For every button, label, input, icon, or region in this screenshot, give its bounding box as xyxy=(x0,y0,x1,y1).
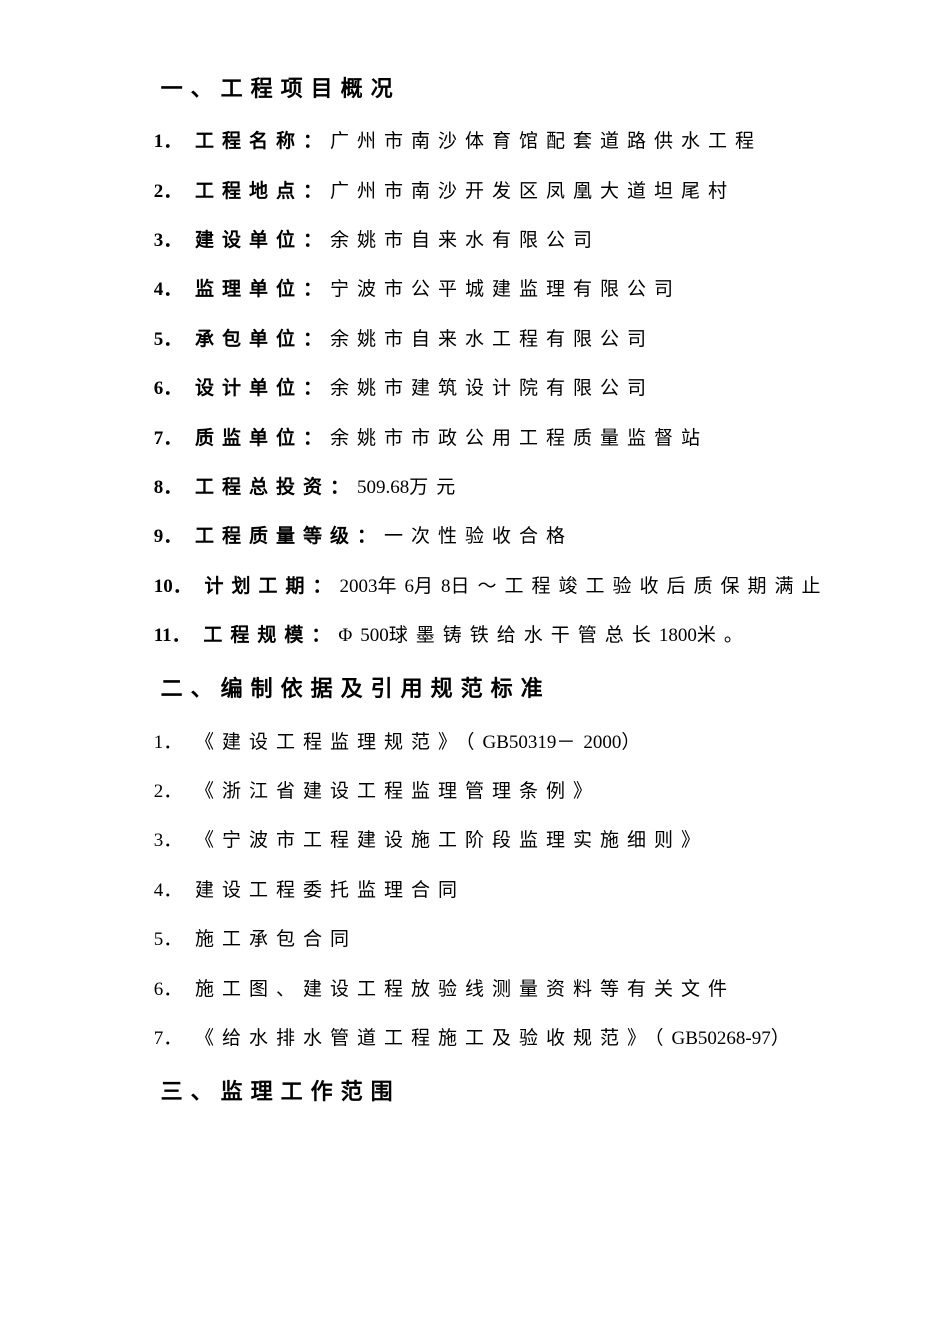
item-text: 年 xyxy=(377,576,404,597)
ref-item-3: 3． 《宁波市工程建设施工阶段监理实施细则》 xyxy=(110,816,840,865)
item-number: 7． xyxy=(154,428,183,449)
item-num: 2003 xyxy=(339,576,377,597)
ref-item-7: 7． 《给水排水管道工程施工及验收规范》（GB50268-97） xyxy=(110,1014,840,1063)
item-num: 500 xyxy=(360,625,389,646)
item-text: ） xyxy=(621,732,648,753)
item-1: 1． 工程名称：广州市南沙体育馆配套道路供水工程 xyxy=(110,117,840,166)
item-text: 施工图、建设工程放验线测量资料等有关文件 xyxy=(195,979,735,1000)
item-num: 509.68 xyxy=(357,477,409,498)
item-text: 球墨铸铁给水干管总长 xyxy=(389,625,659,646)
item-label: 工程规模： xyxy=(203,625,338,646)
item-label: 设计单位： xyxy=(195,378,330,399)
item-label: 工程地点： xyxy=(195,181,330,202)
item-label: 工程名称： xyxy=(195,131,330,152)
item-label: 承包单位： xyxy=(195,329,330,350)
item-5: 5． 承包单位：余姚市自来水工程有限公司 xyxy=(110,315,840,364)
section-1-heading: 一、工程项目概况 xyxy=(110,60,840,117)
item-number: 7． xyxy=(154,1028,183,1049)
item-8: 8． 工程总投资：509.68万元 xyxy=(110,463,840,512)
item-value: 一次性验收合格 xyxy=(384,526,573,547)
item-text: ） xyxy=(771,1028,798,1049)
section-2-heading: 二、编制依据及引用规范标准 xyxy=(110,660,840,717)
item-value: 宁波市公平城建监理有限公司 xyxy=(330,279,681,300)
item-text: 《宁波市工程建设施工阶段监理实施细则》 xyxy=(195,830,708,851)
item-label: 建设单位： xyxy=(195,230,330,251)
item-value: 万元 xyxy=(409,477,463,498)
item-number: 5． xyxy=(154,929,183,950)
item-value: 广州市南沙体育馆配套道路供水工程 xyxy=(330,131,762,152)
item-value: 余姚市自来水工程有限公司 xyxy=(330,329,654,350)
item-label: 监理单位： xyxy=(195,279,330,300)
item-text: 《建设工程监理规范》（ xyxy=(195,732,483,753)
item-number: 5． xyxy=(154,329,183,350)
item-2: 2． 工程地点：广州市南沙开发区凤凰大道坦尾村 xyxy=(110,167,840,216)
item-number: 9． xyxy=(154,526,183,547)
item-number: 2． xyxy=(154,781,183,802)
item-text: 施工承包合同 xyxy=(195,929,357,950)
item-11: 11． 工程规模：Φ500球墨铸铁给水干管总长1800米。 xyxy=(110,611,840,660)
ref-item-6: 6． 施工图、建设工程放验线测量资料等有关文件 xyxy=(110,965,840,1014)
item-num: 8 xyxy=(441,576,451,597)
item-number: 4． xyxy=(154,279,183,300)
item-num: GB50268-97 xyxy=(671,1028,770,1049)
item-number: 10． xyxy=(154,576,192,597)
item-value: 余姚市建筑设计院有限公司 xyxy=(330,378,654,399)
item-number: 1． xyxy=(154,732,183,753)
item-value: 余姚市自来水有限公司 xyxy=(330,230,600,251)
item-9: 9． 工程质量等级：一次性验收合格 xyxy=(110,512,840,561)
item-num: GB50319 xyxy=(482,732,556,753)
item-value: 广州市南沙开发区凤凰大道坦尾村 xyxy=(330,181,735,202)
document-content: 一、工程项目概况 1． 工程名称：广州市南沙体育馆配套道路供水工程 2． 工程地… xyxy=(110,60,840,1121)
item-value: 余姚市市政公用工程质量监督站 xyxy=(330,428,708,449)
item-text: 米。 xyxy=(697,625,751,646)
item-number: 6． xyxy=(154,378,183,399)
item-3: 3． 建设单位：余姚市自来水有限公司 xyxy=(110,216,840,265)
section-3-heading: 三、监理工作范围 xyxy=(110,1063,840,1120)
item-text: 日～工程竣工验收后质保期满止 xyxy=(451,576,829,597)
item-num: 1800 xyxy=(659,625,697,646)
item-number: 11． xyxy=(154,625,191,646)
item-label: 质监单位： xyxy=(195,428,330,449)
item-text: 建设工程委托监理合同 xyxy=(195,880,465,901)
item-num: 2000 xyxy=(583,732,621,753)
item-10: 10． 计划工期：2003年6月8日～工程竣工验收后质保期满止 xyxy=(110,562,840,611)
item-6: 6． 设计单位：余姚市建筑设计院有限公司 xyxy=(110,364,840,413)
item-number: 3． xyxy=(154,230,183,251)
ref-item-5: 5． 施工承包合同 xyxy=(110,915,840,964)
ref-item-1: 1． 《建设工程监理规范》（GB50319－2000） xyxy=(110,718,840,767)
item-number: 4． xyxy=(154,880,183,901)
item-text: 《给水排水管道工程施工及验收规范》（ xyxy=(195,1028,672,1049)
item-label: 计划工期： xyxy=(204,576,339,597)
item-pre: Φ xyxy=(338,625,360,646)
item-text: 月 xyxy=(414,576,441,597)
item-label: 工程质量等级： xyxy=(195,526,384,547)
item-number: 1． xyxy=(154,131,183,152)
item-text: － xyxy=(556,732,583,753)
item-4: 4． 监理单位：宁波市公平城建监理有限公司 xyxy=(110,265,840,314)
ref-item-2: 2． 《浙江省建设工程监理管理条例》 xyxy=(110,767,840,816)
item-text: 《浙江省建设工程监理管理条例》 xyxy=(195,781,600,802)
item-number: 2． xyxy=(154,181,183,202)
item-label: 工程总投资： xyxy=(195,477,357,498)
item-num: 6 xyxy=(404,576,414,597)
item-number: 8． xyxy=(154,477,183,498)
item-number: 6． xyxy=(154,979,183,1000)
ref-item-4: 4． 建设工程委托监理合同 xyxy=(110,866,840,915)
item-7: 7． 质监单位：余姚市市政公用工程质量监督站 xyxy=(110,414,840,463)
item-number: 3． xyxy=(154,830,183,851)
